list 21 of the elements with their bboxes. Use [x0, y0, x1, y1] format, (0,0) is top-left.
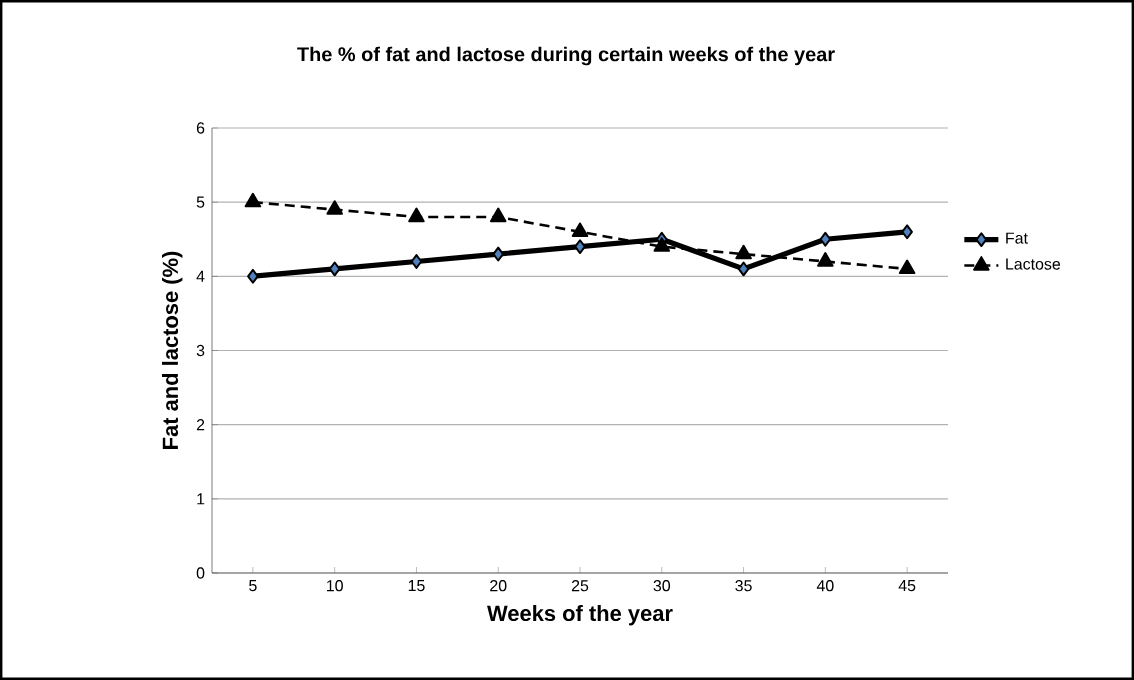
x-tick-label: 45 [898, 580, 916, 592]
y-tick-label: 0 [196, 567, 205, 579]
y-tick-label: 3 [196, 344, 205, 357]
x-tick-label: 35 [735, 580, 752, 592]
legend-label: Lactose [1006, 258, 1061, 270]
chart-title: The % of fat and lactose during certain weeks of the year [297, 46, 835, 66]
x-tick-label: 20 [490, 580, 507, 592]
y-tick-label: 6 [196, 122, 205, 134]
x-tick-label: 30 [653, 580, 671, 592]
y-tick-label: 2 [196, 419, 205, 431]
y-tick-label: 4 [196, 270, 205, 282]
x-tick-label: 25 [571, 580, 589, 592]
x-tick-label: 40 [816, 580, 834, 592]
y-tick-label: 1 [197, 493, 205, 505]
legend-label: Fat [1006, 232, 1028, 244]
x-axis-title: Weeks of the year [487, 605, 673, 626]
x-tick-label: 15 [408, 580, 425, 592]
x-tick-label: 10 [327, 580, 343, 592]
x-tick-label: 5 [249, 580, 257, 592]
y-axis-title: Fat and lactose (%) [162, 251, 183, 449]
y-tick-label: 5 [196, 196, 205, 208]
